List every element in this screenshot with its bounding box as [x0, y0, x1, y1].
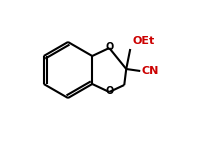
- Text: CN: CN: [141, 66, 159, 76]
- Text: O: O: [105, 86, 113, 96]
- Text: O: O: [105, 42, 113, 52]
- Text: OEt: OEt: [132, 36, 155, 46]
